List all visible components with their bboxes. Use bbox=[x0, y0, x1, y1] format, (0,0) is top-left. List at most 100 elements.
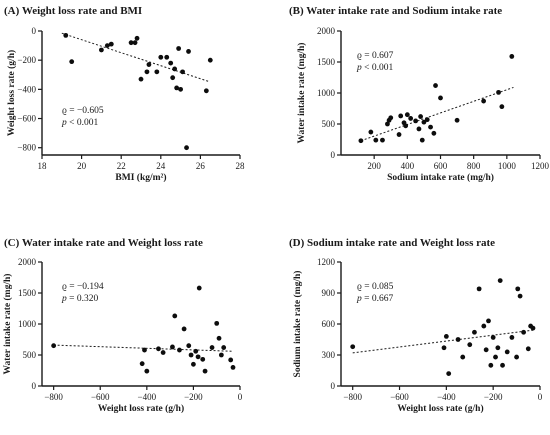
data-point bbox=[493, 354, 498, 360]
y-axis-label: Weight loss rate (g/h) bbox=[6, 50, 17, 136]
data-point bbox=[196, 285, 202, 291]
x-tick-label: −800 bbox=[44, 392, 63, 402]
data-point bbox=[216, 335, 222, 341]
y-tick-label: 600 bbox=[322, 319, 336, 329]
x-axis-label: BMI (kg/m²) bbox=[115, 172, 166, 183]
data-point bbox=[188, 352, 194, 358]
y-tick-label: 1200 bbox=[317, 257, 336, 267]
data-point bbox=[481, 323, 487, 329]
data-point bbox=[128, 40, 134, 46]
chart-panel-a: (A) Weight loss rate and BMI −800 −600 −400… bbox=[4, 5, 245, 183]
data-point bbox=[373, 137, 379, 143]
x-tick-label: −600 bbox=[91, 392, 110, 402]
y-tick-label: −600 bbox=[17, 114, 36, 124]
x-tick-label: 800 bbox=[467, 161, 481, 171]
y-axis-label: Water intake rate (mg/h) bbox=[2, 274, 13, 375]
data-point bbox=[396, 132, 402, 137]
p-value-label: p < 0.001 bbox=[61, 118, 98, 128]
data-point bbox=[218, 352, 224, 358]
data-point bbox=[177, 347, 182, 353]
x-tick-label: −400 bbox=[437, 392, 456, 402]
x-axis-label: Weight loss rate (g/h) bbox=[397, 403, 483, 414]
p-value-label: p < 0.001 bbox=[356, 63, 393, 73]
data-point bbox=[433, 83, 438, 88]
data-point bbox=[174, 85, 180, 91]
y-tick-label: 0 bbox=[32, 26, 37, 36]
data-point bbox=[200, 356, 206, 362]
p-value-label: p = 0.667 bbox=[356, 294, 393, 304]
data-point bbox=[486, 318, 491, 324]
data-point bbox=[184, 145, 189, 151]
data-point bbox=[178, 86, 184, 92]
data-point bbox=[509, 335, 515, 340]
data-point bbox=[438, 95, 443, 101]
data-point bbox=[380, 137, 385, 143]
data-point bbox=[500, 362, 505, 368]
y-tick-label: −400 bbox=[17, 84, 36, 94]
x-tick-label: 24 bbox=[156, 161, 166, 171]
y-tick-label: 900 bbox=[322, 288, 336, 298]
data-point bbox=[460, 354, 466, 360]
y-tick-label: 0 bbox=[32, 381, 37, 391]
data-point bbox=[181, 326, 187, 332]
data-point bbox=[504, 349, 510, 355]
data-point bbox=[403, 123, 409, 129]
data-point bbox=[358, 138, 364, 144]
x-tick-label: 600 bbox=[434, 161, 448, 171]
data-point bbox=[108, 41, 114, 47]
x-tick-label: 18 bbox=[38, 161, 48, 171]
x-tick-label: 1200 bbox=[531, 161, 550, 171]
x-tick-label: 0 bbox=[238, 392, 243, 402]
data-point bbox=[421, 119, 427, 125]
data-point bbox=[490, 335, 496, 340]
data-point bbox=[69, 59, 75, 65]
data-point bbox=[404, 112, 410, 118]
data-point bbox=[164, 54, 170, 60]
data-point bbox=[138, 76, 144, 82]
x-tick-label: −800 bbox=[343, 392, 362, 402]
data-point bbox=[431, 130, 437, 136]
data-point bbox=[221, 345, 227, 350]
y-tick-label: 500 bbox=[23, 350, 37, 360]
data-point bbox=[428, 124, 433, 130]
chart-title: (B) Water intake rate and Sodium intake … bbox=[289, 5, 502, 17]
data-point bbox=[104, 43, 110, 48]
x-tick-label: 20 bbox=[77, 161, 87, 171]
data-point bbox=[385, 121, 390, 127]
data-point bbox=[514, 354, 519, 360]
data-point bbox=[144, 69, 150, 75]
data-point bbox=[156, 346, 161, 352]
p-value-label: p = 0.320 bbox=[61, 294, 98, 304]
data-point bbox=[488, 362, 494, 368]
y-axis-label: Sodium intake rate (mg/h) bbox=[292, 271, 303, 378]
chart-panel-d: (D) Sodium intake rate and Weight loss r… bbox=[289, 237, 543, 414]
x-tick-label: 200 bbox=[367, 161, 381, 171]
rho-label: ϱ = 0.607 bbox=[357, 51, 394, 61]
data-point bbox=[99, 47, 104, 53]
data-point bbox=[230, 365, 236, 370]
y-axis-label: Water intake rate (mg/h) bbox=[296, 43, 307, 144]
data-point bbox=[186, 343, 192, 349]
y-tick-label: −800 bbox=[17, 143, 36, 153]
data-point bbox=[419, 137, 425, 143]
y-tick-label: −200 bbox=[17, 55, 36, 65]
data-point bbox=[144, 368, 150, 374]
y-tick-label: 1500 bbox=[317, 57, 336, 67]
data-point bbox=[170, 344, 175, 350]
y-tick-label: 2000 bbox=[18, 257, 37, 267]
data-point bbox=[472, 329, 477, 335]
chart-panel-b: (B) Water intake rate and Sodium intake … bbox=[289, 5, 550, 183]
x-tick-label: 400 bbox=[401, 161, 415, 171]
chart-panel-c: (C) Water intake rate and Weight loss ra… bbox=[2, 237, 243, 414]
y-tick-label: 0 bbox=[331, 381, 336, 391]
data-point bbox=[413, 118, 419, 124]
y-tick-label: 1000 bbox=[18, 319, 37, 329]
data-point bbox=[416, 126, 422, 132]
data-point bbox=[207, 57, 213, 63]
x-tick-label: −600 bbox=[390, 392, 409, 402]
data-point bbox=[172, 313, 178, 319]
data-point bbox=[176, 46, 182, 51]
data-point bbox=[214, 320, 220, 326]
data-point bbox=[158, 54, 164, 60]
